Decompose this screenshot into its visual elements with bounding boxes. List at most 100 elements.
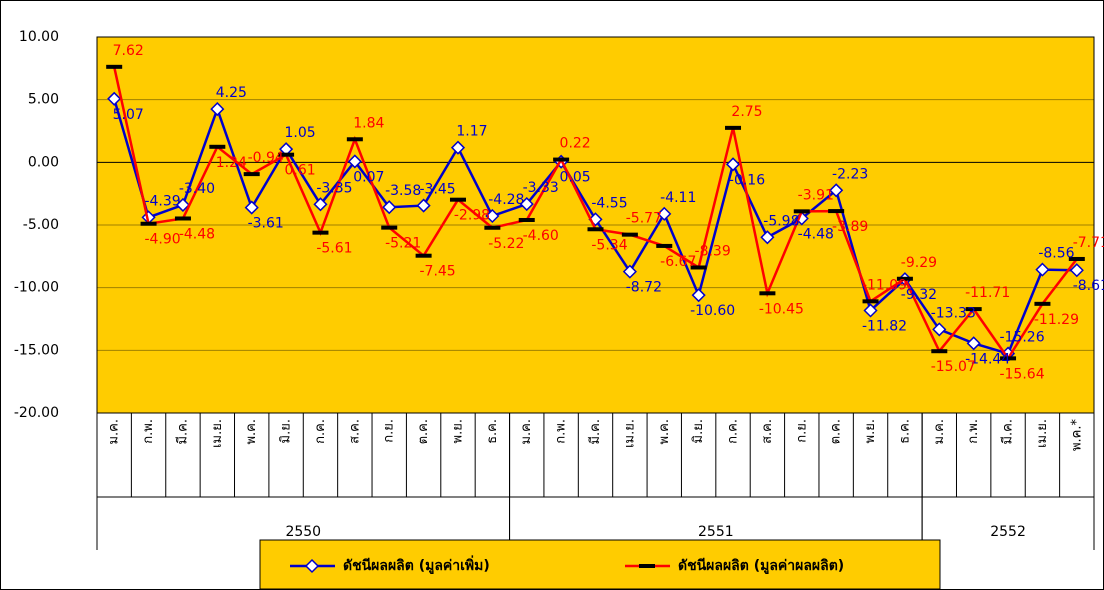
- point-marker: [347, 154, 362, 169]
- x-tick-label: มี.ค.: [587, 419, 603, 445]
- data-label: -4.48: [798, 226, 834, 242]
- group-label: 2550: [285, 524, 321, 540]
- point-marker: [725, 125, 742, 130]
- group-label: 2551: [698, 524, 734, 540]
- data-label: -8.39: [695, 243, 731, 259]
- x-tick-label: ก.ค.: [313, 419, 328, 444]
- data-label: -3.91: [798, 187, 834, 203]
- data-label: 0.61: [285, 163, 316, 179]
- point-marker: [415, 253, 432, 258]
- data-label: -3.89: [832, 219, 868, 235]
- data-label: -10.45: [759, 301, 804, 317]
- point-marker: [244, 200, 259, 215]
- point-marker: [210, 102, 225, 117]
- point-marker: [1034, 301, 1051, 306]
- data-label: 0.07: [353, 169, 384, 185]
- data-label: -9.32: [901, 287, 937, 303]
- point-marker: [416, 198, 431, 213]
- point-marker: [622, 264, 637, 279]
- data-label: -11.71: [965, 285, 1010, 301]
- legend-label: ดัชนีผลผลิต (มูลค่าเพิ่ม): [343, 555, 490, 574]
- point-marker: [243, 172, 260, 177]
- data-label: 1.24: [216, 155, 247, 171]
- x-tick-label: ส.ค.: [347, 419, 362, 444]
- data-label: 4.25: [216, 85, 247, 101]
- point-marker: [931, 349, 948, 354]
- data-label: -4.28: [488, 192, 524, 208]
- point-marker: [553, 157, 570, 162]
- x-tick-label: ก.พ.: [966, 419, 981, 444]
- legend-marker: [304, 558, 320, 574]
- point-marker: [106, 64, 123, 69]
- data-label: -0.94: [248, 150, 284, 166]
- y-tick-label: -10.00: [14, 280, 59, 296]
- x-tick-label: ก.ค.: [726, 419, 741, 444]
- x-tick-label: พ.ค.: [244, 419, 259, 445]
- point-marker: [313, 197, 328, 212]
- point-marker: [485, 208, 500, 224]
- x-tick-label: ก.พ.: [554, 419, 569, 444]
- data-label: -4.39: [144, 193, 180, 209]
- y-tick-label: -15.00: [14, 342, 59, 358]
- data-label: -5.22: [488, 236, 524, 252]
- group-label: 2552: [990, 524, 1026, 540]
- y-tick-label: -5.00: [23, 217, 59, 233]
- data-label: -13.33: [931, 305, 976, 321]
- y-tick-label: 0.00: [28, 154, 59, 170]
- x-tick-label: มี.ค.: [174, 419, 190, 445]
- point-marker: [657, 206, 672, 221]
- x-tick-label: ต.ค.: [829, 419, 844, 444]
- data-label: -4.48: [179, 226, 215, 242]
- point-marker: [587, 227, 604, 232]
- x-tick-label: ธ.ค.: [897, 419, 912, 444]
- x-tick-label: ก.ย.: [382, 419, 397, 443]
- data-label: -4.60: [523, 228, 559, 244]
- data-label: -10.60: [690, 303, 735, 319]
- point-marker: [209, 144, 226, 149]
- point-marker: [1068, 256, 1085, 261]
- data-label: 7.62: [113, 43, 144, 59]
- legend-box: [259, 539, 941, 590]
- point-marker: [690, 265, 707, 270]
- data-label: -5.61: [316, 241, 352, 257]
- x-tick-label: ก.ย.: [794, 419, 809, 443]
- data-label: -5.21: [385, 236, 421, 252]
- data-label: -3.61: [248, 216, 284, 232]
- data-label: -15.64: [999, 366, 1044, 382]
- data-label: -8.72: [626, 280, 662, 296]
- point-marker: [175, 197, 191, 213]
- point-marker: [896, 276, 913, 281]
- x-tick-label: ม.ค.: [932, 419, 947, 445]
- x-tick-label: ก.พ.: [141, 419, 156, 444]
- point-marker: [862, 299, 879, 304]
- point-marker: [1000, 356, 1017, 361]
- data-label: -4.11: [660, 190, 696, 206]
- data-label: 2.75: [731, 104, 762, 120]
- point-marker: [450, 140, 466, 155]
- data-label: -5.98: [763, 213, 799, 229]
- point-marker: [519, 197, 534, 212]
- point-marker: [484, 225, 501, 230]
- data-label: 5.07: [113, 107, 144, 123]
- point-marker: [691, 288, 706, 303]
- data-label: -3.33: [523, 180, 559, 196]
- data-label: 1.17: [456, 124, 487, 140]
- x-tick-label: มิ.ย.: [279, 419, 294, 443]
- data-label: -8.56: [1038, 246, 1074, 262]
- x-tick-label: พ.ย.: [450, 419, 465, 443]
- point-marker: [140, 221, 157, 226]
- point-marker: [107, 91, 122, 106]
- point-marker: [312, 230, 329, 235]
- data-label: 1.84: [353, 115, 384, 131]
- x-tick-label: พ.ค.: [657, 419, 672, 445]
- data-label: -14.44: [965, 351, 1010, 367]
- data-label: -3.35: [316, 180, 352, 196]
- point-marker: [793, 209, 810, 214]
- data-label: -5.34: [591, 237, 627, 253]
- data-label: -2.23: [832, 166, 868, 182]
- data-label: -0.16: [729, 172, 765, 188]
- point-marker: [760, 230, 775, 245]
- data-label: -7.71: [1073, 235, 1104, 251]
- legend-label: ดัชนีผลผลิต (มูลค่าผลผลิต): [678, 558, 844, 574]
